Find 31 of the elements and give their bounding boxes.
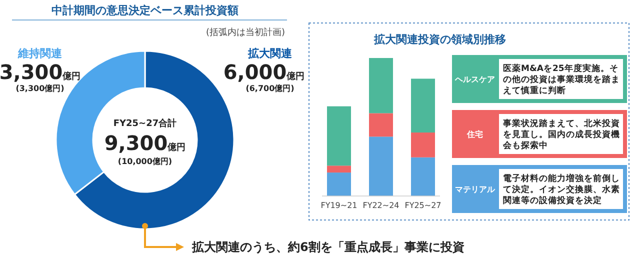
bar [369, 58, 393, 114]
chart-title: 中計期間の意思決定ベース累計投資額 [52, 4, 238, 17]
x-tick-label: FY25~27 [404, 201, 442, 210]
chart-subtitle: (括弧内は当初計画) [206, 27, 285, 38]
text: ヘルスケア [454, 75, 495, 84]
text: 電子材料の能力増強を前倒して決定。イオン交換膜、水素関連等の設備投資を決定 [503, 172, 620, 206]
bar [369, 113, 393, 137]
text: 事業状況踏まえて、北米投資を見直し。国内の成長投資機会も探索中 [502, 118, 620, 151]
chart-title: 拡大関連投資の領域別推移 [373, 33, 506, 46]
text: (3,300億円) [16, 84, 64, 93]
text: マテリアル [455, 185, 496, 194]
bar [411, 157, 435, 196]
bar [411, 78, 435, 133]
text: 9,300億円 [104, 131, 186, 155]
text: (10,000億円) [118, 157, 172, 166]
slice-label: 維持関連 [17, 47, 63, 60]
text: 医薬M&Aを25年度実施。その他の投資は事業環境を踏まえて慎重に判断 [503, 63, 620, 96]
data-label: 6,000億円 [223, 60, 305, 84]
bar [369, 136, 393, 196]
slice-label: 拡大関連 [247, 47, 293, 60]
text: 拡大関連のうち、約6割を「重点成長」事業に投資 [191, 240, 464, 254]
text: FY25~27合計 [113, 118, 177, 129]
bar [327, 172, 351, 196]
text: 住宅 [466, 129, 483, 139]
data-label: 3,300億円 [0, 60, 81, 84]
bar [327, 106, 351, 166]
x-tick-label: FY19~21 [320, 201, 358, 210]
text: (6,700億円) [246, 84, 294, 93]
bar [411, 132, 435, 158]
x-tick-label: FY22~24 [362, 201, 400, 210]
bar [327, 166, 351, 173]
